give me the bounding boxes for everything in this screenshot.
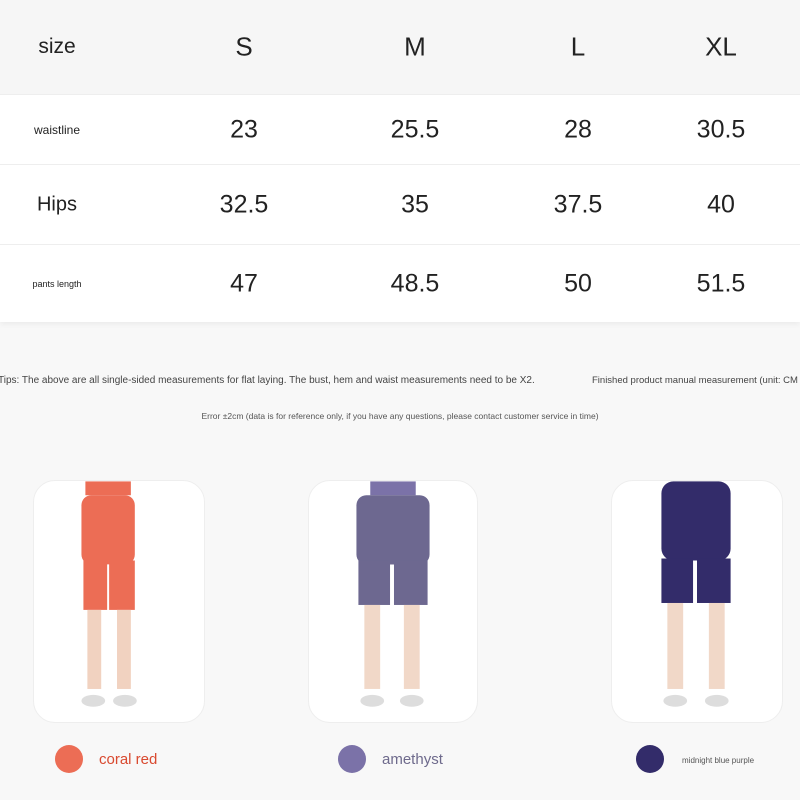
- color-swatch-coral-red[interactable]: [55, 745, 83, 773]
- cell: 25.5: [390, 115, 440, 143]
- product-image-amethyst[interactable]: [308, 480, 478, 723]
- table-row: Hips 32.5 35 37.5 40: [0, 165, 800, 245]
- shorts-figure: [356, 481, 430, 707]
- cell: 37.5: [553, 190, 603, 218]
- color-name-midnight-blue-purple[interactable]: midnight blue purple: [682, 756, 755, 765]
- shorts-figure: [81, 481, 137, 707]
- unit-text: Finished product manual measurement (uni…: [592, 375, 798, 386]
- size-xl: XL: [705, 31, 737, 62]
- tips-text: Tips: The above are all single-sided mea…: [0, 375, 535, 386]
- color-name-coral-red[interactable]: coral red: [99, 751, 158, 768]
- cell: 35: [401, 190, 429, 218]
- cell: 40: [707, 190, 735, 218]
- size-m: M: [404, 31, 426, 62]
- header-label: size: [38, 35, 76, 58]
- size-chart-table: size S M L XL waistline 23 25.5 28 30.5 …: [0, 0, 800, 322]
- color-swatch-midnight-blue-purple[interactable]: [636, 745, 664, 773]
- product-image-midnight-blue-purple[interactable]: [611, 480, 783, 723]
- cell: 32.5: [219, 190, 269, 218]
- cell: 48.5: [390, 269, 440, 297]
- cell: 30.5: [696, 115, 746, 143]
- product-image-coral-red[interactable]: [33, 480, 205, 723]
- size-s: S: [235, 31, 253, 62]
- table-header-row: size S M L XL: [0, 0, 800, 95]
- cell: 47: [230, 269, 258, 297]
- table-row: pants length 47 48.5 50 51.5: [0, 245, 800, 322]
- table-row: waistline 23 25.5 28 30.5: [0, 95, 800, 165]
- shorts-figure: [661, 481, 731, 707]
- color-swatch-amethyst[interactable]: [338, 745, 366, 773]
- error-note: Error ±2cm (data is for reference only, …: [201, 411, 599, 421]
- row-label: waistline: [33, 122, 81, 137]
- cell: 23: [230, 115, 258, 143]
- cell: 28: [564, 115, 592, 143]
- cell: 50: [564, 269, 592, 297]
- size-l: L: [570, 31, 586, 62]
- row-label: Hips: [36, 193, 78, 215]
- color-name-amethyst[interactable]: amethyst: [382, 751, 443, 768]
- cell: 51.5: [696, 269, 746, 297]
- row-label: pants length: [32, 278, 82, 289]
